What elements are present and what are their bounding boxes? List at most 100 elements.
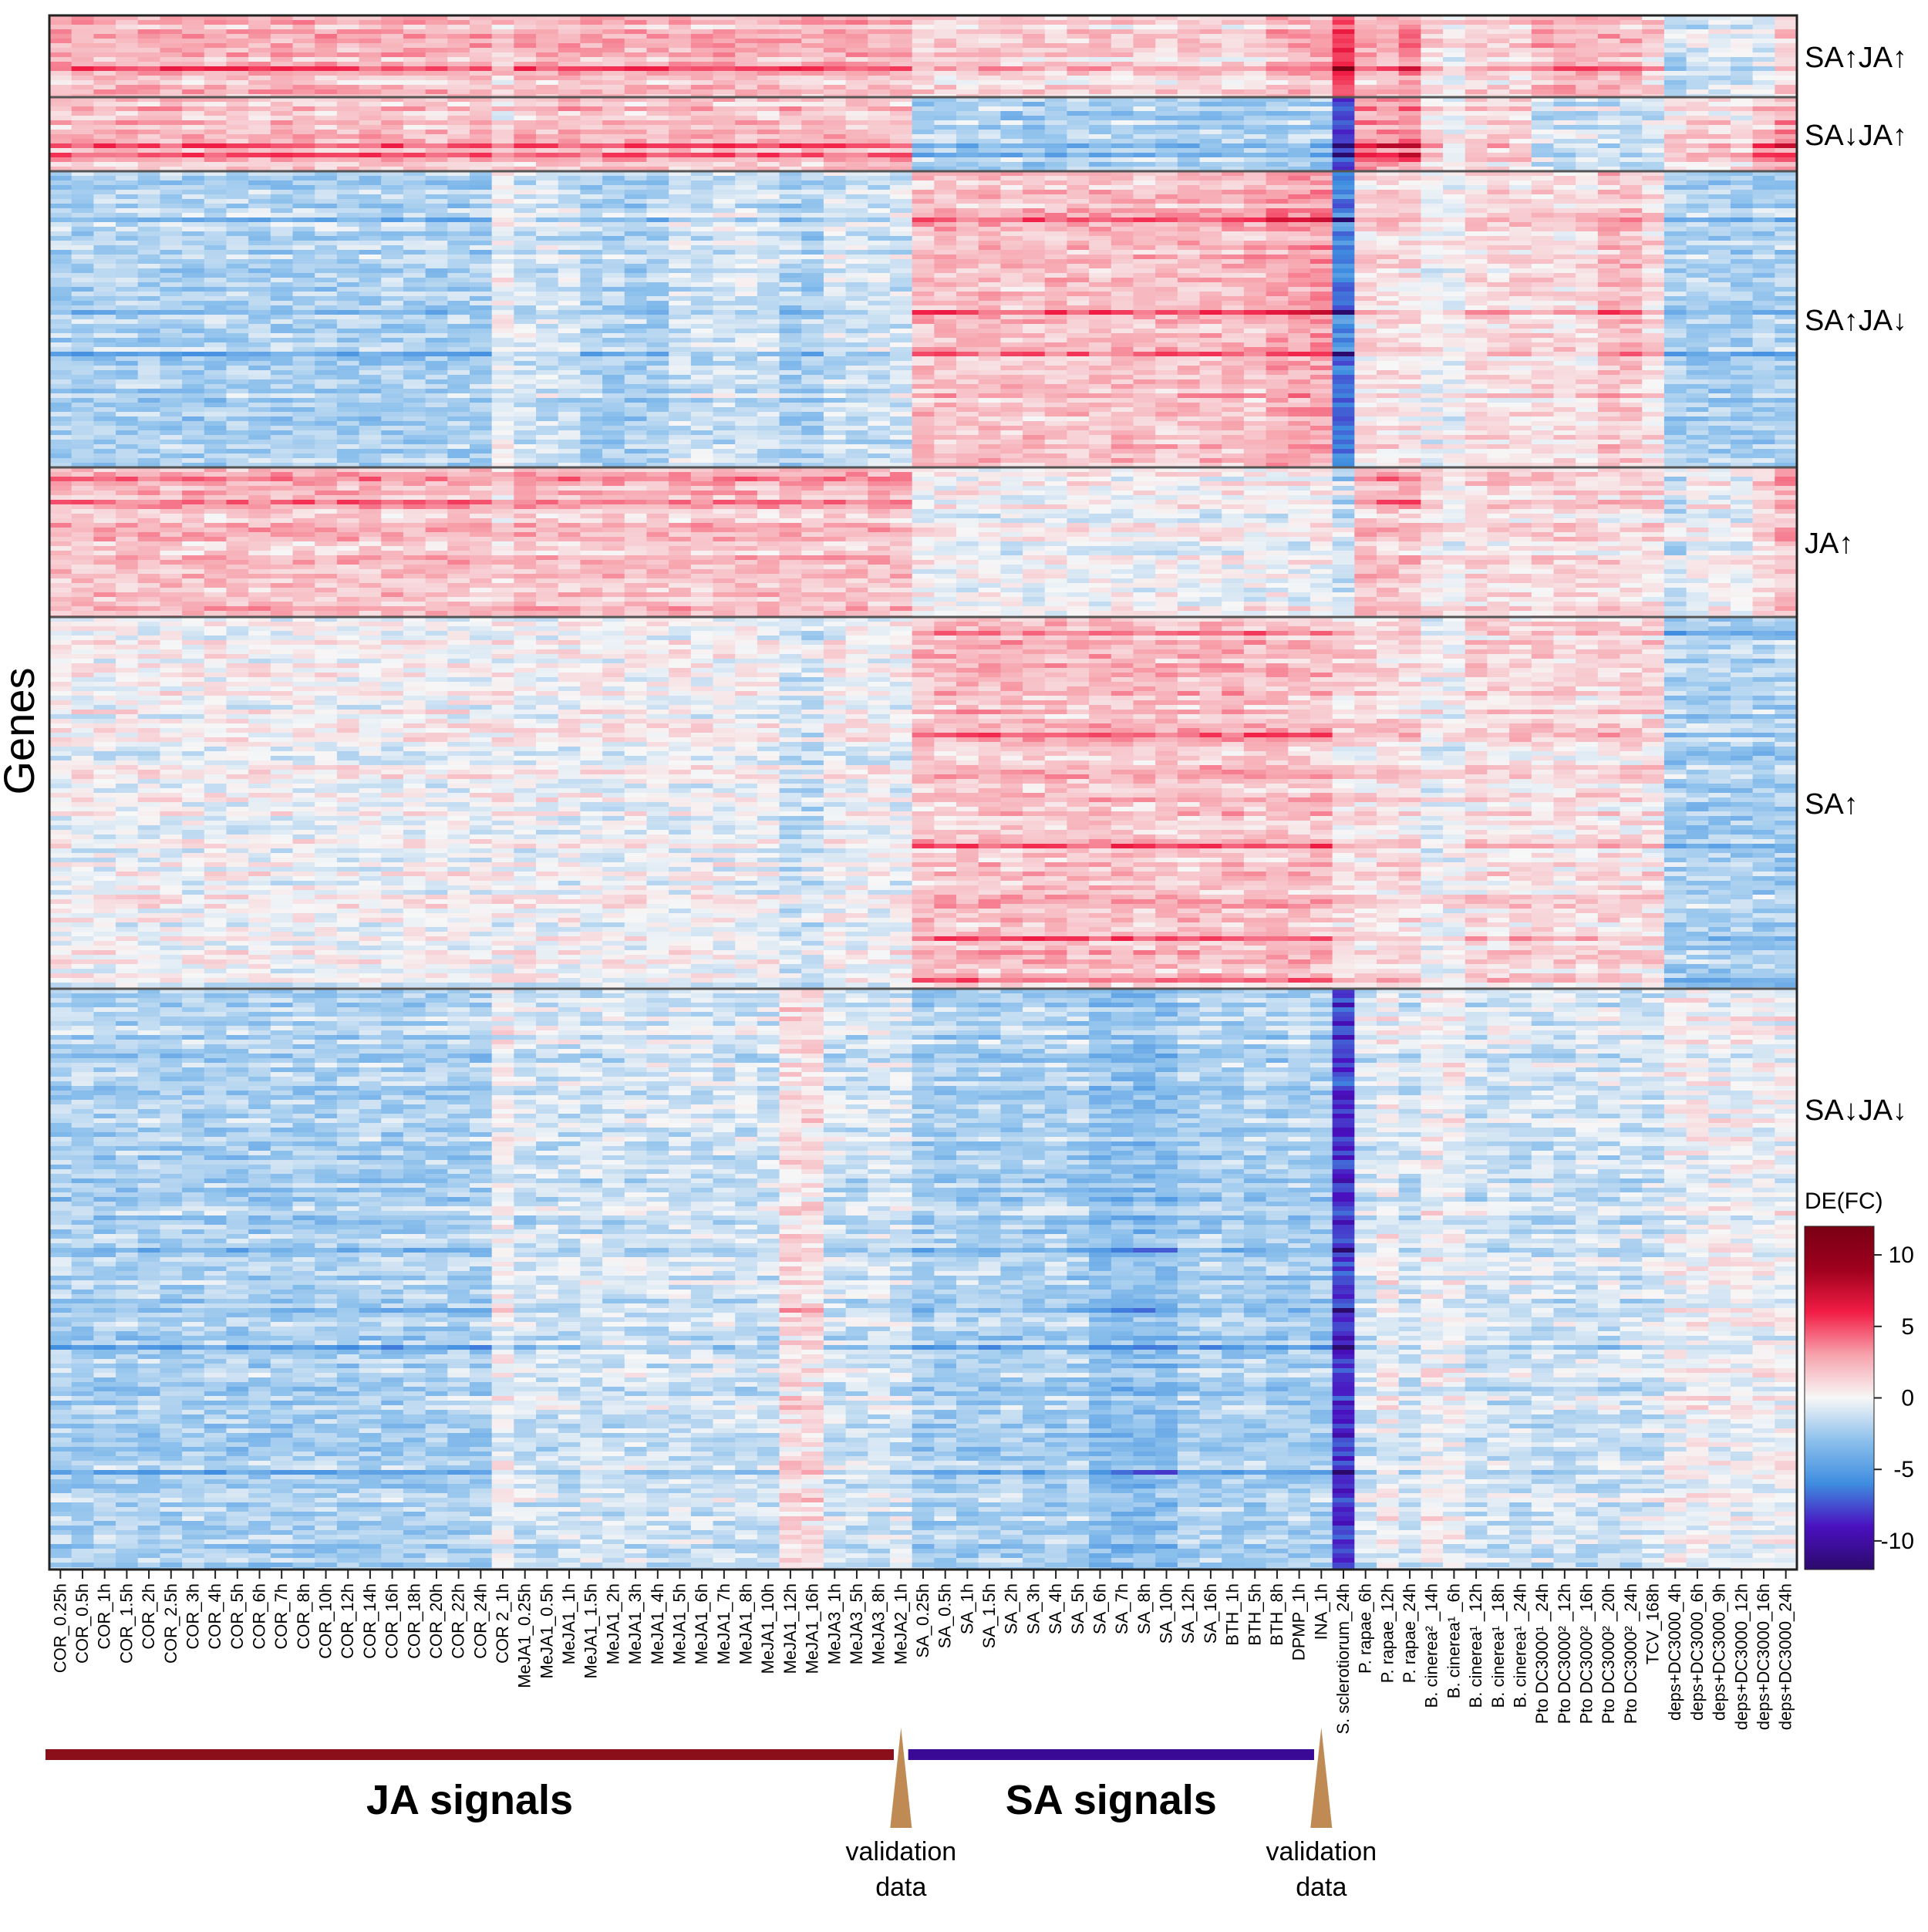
heatmap-cell: [426, 80, 448, 85]
heatmap-cell: [315, 57, 337, 62]
heatmap-cell: [248, 29, 271, 34]
heatmap-cell: [492, 157, 514, 162]
heatmap-cell: [293, 157, 315, 162]
heatmap-cell: [934, 116, 956, 120]
heatmap-cell: [1421, 116, 1443, 120]
heatmap-cell: [956, 52, 979, 57]
heatmap-cell: [1067, 139, 1089, 143]
heatmap-cell: [1576, 296, 1598, 301]
heatmap-cell: [315, 273, 337, 278]
heatmap-cell: [1354, 125, 1377, 130]
heatmap-cell: [956, 231, 979, 236]
heatmap-cell: [337, 250, 359, 255]
heatmap-cell: [580, 148, 602, 153]
heatmap-cell: [1421, 236, 1443, 241]
heatmap-cell: [1023, 292, 1045, 296]
heatmap-cell: [1620, 162, 1643, 167]
heatmap-cell: [1023, 217, 1045, 222]
heatmap-cell: [1310, 176, 1333, 180]
heatmap-cell: [1687, 125, 1709, 130]
heatmap-cell: [1333, 52, 1355, 57]
heatmap-cell: [602, 71, 625, 76]
heatmap-cell: [72, 264, 94, 268]
heatmap-cell: [691, 250, 713, 255]
heatmap-cell: [1576, 120, 1598, 125]
heatmap-cell: [1532, 217, 1554, 222]
heatmap-cell: [868, 48, 890, 52]
heatmap-cell: [1553, 301, 1576, 305]
heatmap-cell: [226, 278, 248, 282]
heatmap-cell: [757, 120, 780, 125]
heatmap-cell: [1354, 296, 1377, 301]
heatmap-cell: [492, 278, 514, 282]
heatmap-cell: [1620, 29, 1643, 34]
heatmap-cell: [1222, 76, 1244, 80]
heatmap-cell: [381, 48, 403, 52]
heatmap-cell: [271, 222, 293, 227]
heatmap-cell: [735, 157, 757, 162]
heatmap-cell: [1421, 199, 1443, 204]
heatmap-cell: [1642, 62, 1664, 66]
heatmap-cell: [381, 153, 403, 157]
heatmap-cell: [1509, 25, 1532, 29]
heatmap-cell: [1598, 120, 1620, 125]
heatmap-cell: [934, 29, 956, 34]
heatmap-cell: [1333, 20, 1355, 25]
heatmap-cell: [1443, 204, 1465, 208]
heatmap-cell: [912, 236, 935, 241]
heatmap-cell: [757, 268, 780, 273]
heatmap-cell: [1266, 52, 1289, 57]
heatmap-cell: [381, 52, 403, 57]
heatmap-cell: [1222, 111, 1244, 116]
heatmap-cell: [1023, 241, 1045, 245]
heatmap-cell: [1333, 217, 1355, 222]
heatmap-cell: [846, 157, 868, 162]
heatmap-cell: [1266, 20, 1289, 25]
heatmap-cell: [93, 153, 116, 157]
heatmap-cell: [956, 120, 979, 125]
heatmap-cell: [293, 29, 315, 34]
heatmap-cell: [934, 208, 956, 213]
heatmap-cell: [1620, 208, 1643, 213]
heatmap-cell: [868, 208, 890, 213]
heatmap-cell: [116, 66, 138, 71]
heatmap-cell: [1443, 217, 1465, 222]
heatmap-cell: [1000, 231, 1023, 236]
heatmap-cell: [1753, 66, 1775, 71]
heatmap-cell: [1222, 236, 1244, 241]
heatmap-cell: [1487, 153, 1509, 157]
heatmap-cell: [1045, 255, 1067, 259]
heatmap-cell: [1576, 85, 1598, 89]
heatmap-cell: [1421, 217, 1443, 222]
heatmap-cell: [1045, 134, 1067, 139]
heatmap-cell: [1465, 20, 1488, 25]
heatmap-cell: [93, 208, 116, 213]
heatmap-cell: [691, 259, 713, 264]
heatmap-cell: [1133, 162, 1155, 167]
heatmap-cell: [1288, 29, 1310, 34]
heatmap-cell: [1333, 245, 1355, 250]
heatmap-cell: [691, 20, 713, 25]
heatmap-cell: [824, 102, 846, 106]
heatmap-cell: [1310, 29, 1333, 34]
heatmap-cell: [602, 204, 625, 208]
heatmap-cell: [536, 106, 558, 111]
heatmap-cell: [1731, 278, 1753, 282]
heatmap-cell: [801, 227, 824, 231]
heatmap-cell: [1687, 157, 1709, 162]
heatmap-cell: [1023, 43, 1045, 48]
heatmap-cell: [1487, 34, 1509, 39]
heatmap-cell: [1465, 125, 1488, 130]
heatmap-cell: [381, 180, 403, 185]
heatmap-cell: [713, 76, 736, 80]
heatmap-cell: [204, 287, 227, 292]
heatmap-cell: [602, 116, 625, 120]
heatmap-cell: [1354, 185, 1377, 190]
heatmap-cell: [890, 208, 912, 213]
heatmap-cell: [1775, 268, 1797, 273]
heatmap-cell: [691, 106, 713, 111]
heatmap-cell: [315, 222, 337, 227]
heatmap-cell: [890, 134, 912, 139]
heatmap-cell: [271, 120, 293, 125]
heatmap-cell: [1753, 217, 1775, 222]
